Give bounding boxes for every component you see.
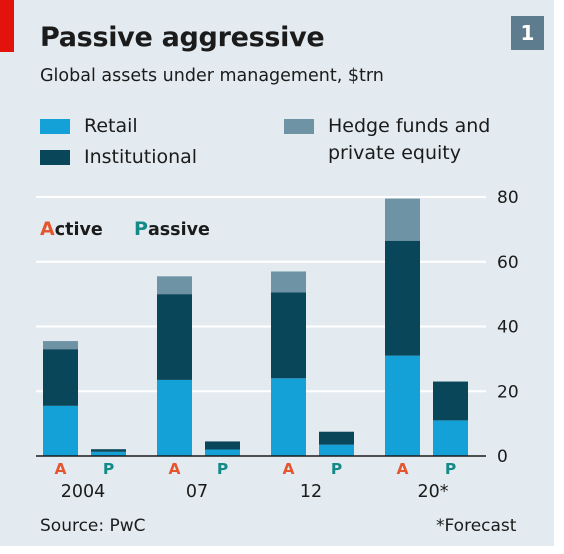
bar-label-12-P: P [331,460,342,478]
red-tab-marker [0,0,14,52]
legend-label-retail: Retail [84,115,138,137]
key-passive: Passive [134,218,210,240]
bar-12-P-retail [319,444,354,456]
stacked-bar-chart: 0 20 40 60 80 A P A P A P A P 2004 07 12 20* [36,188,519,502]
bar-20*-P-institutional [433,381,468,421]
bar-20*-A-institutional [385,240,420,356]
bar-2004-A-retail [43,405,78,456]
bar-label-20*-P: P [445,460,456,478]
y-tick-label-40: 40 [497,318,519,338]
legend-swatch-retail [40,119,70,134]
bar-20*-P-retail [433,420,468,456]
y-tick-label-20: 20 [497,382,519,402]
bar-07-P-institutional [205,441,240,450]
bar-07-A-hedge [157,276,192,295]
bar-2004-A-hedge [43,341,78,350]
x-category-label-2004: 2004 [61,482,106,502]
y-tick-label-60: 60 [497,253,519,273]
x-category-label-07: 07 [186,482,208,502]
legend-label-institutional: Institutional [84,146,198,168]
bar-label-12-A: A [283,460,295,478]
bar-2004-P-retail [91,451,126,456]
legend-label-hedge-line2: private equity [328,142,461,164]
bar-2004-P-institutional [91,449,126,452]
bar-label-07-A: A [169,460,181,478]
bar-12-A-retail [271,378,306,456]
x-category-label-12: 12 [300,482,322,502]
legend-label-hedge-line1: Hedge funds and [328,115,491,137]
bar-label-20*-A: A [397,460,409,478]
chart-number-badge: 1 [511,16,544,50]
x-category-label-20*: 20* [417,482,448,502]
bar-12-A-institutional [271,292,306,379]
bar-2004-A-institutional [43,349,78,406]
bar-12-P-institutional [319,431,354,445]
bar-07-A-retail [157,379,192,456]
bar-12-A-hedge [271,271,306,293]
key-passive-initial: P [134,218,148,240]
legend-swatch-hedge [284,119,314,134]
bar-label-07-P: P [217,460,228,478]
bar-20*-A-hedge [385,198,420,241]
forecast-note: *Forecast [436,516,517,536]
bar-07-A-institutional [157,294,192,380]
key-passive-rest: assive [147,220,210,240]
chart-subtitle: Global assets under management, $trn [40,66,384,86]
y-tick-label-0: 0 [497,447,508,467]
chart-title: Passive aggressive [40,22,325,53]
source-note: Source: PwC [40,516,146,536]
legend-swatch-institutional [40,150,70,165]
bar-label-2004-A: A [55,460,67,478]
key-active: Active [40,218,103,240]
bar-07-P-retail [205,449,240,456]
key-active-initial: A [40,218,55,240]
bar-20*-A-retail [385,355,420,456]
key-active-rest: ctive [54,220,103,240]
bar-label-2004-P: P [103,460,114,478]
y-tick-label-80: 80 [497,188,519,208]
